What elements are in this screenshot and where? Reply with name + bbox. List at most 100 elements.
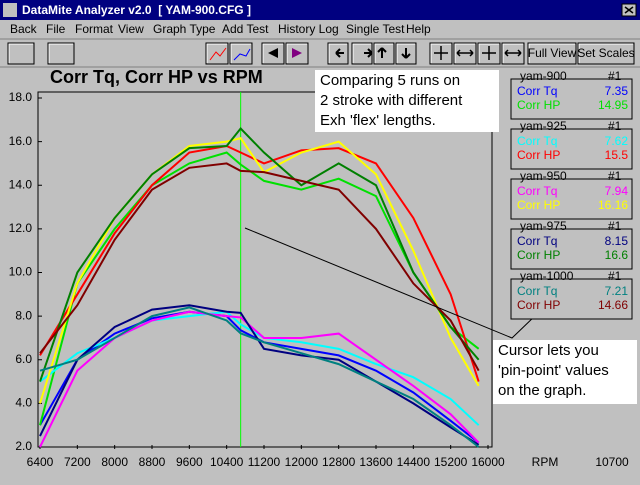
- x-tick-label: 13600: [359, 455, 393, 469]
- legend-value: 14.66: [598, 298, 628, 312]
- x-tick-label: 15200: [434, 455, 468, 469]
- menu-item[interactable]: Single Test: [346, 22, 405, 36]
- legend-value: 16.6: [605, 248, 629, 262]
- legend-label: Corr Tq: [517, 284, 557, 298]
- legend-value: 15.5: [605, 148, 629, 162]
- menu-item[interactable]: File: [46, 22, 66, 36]
- y-tick-label: 16.0: [9, 134, 33, 148]
- menu-item[interactable]: Format: [75, 22, 114, 36]
- legend-value: 7.94: [605, 184, 629, 198]
- arrow-icon: [268, 48, 278, 58]
- graph-button[interactable]: [229, 42, 253, 65]
- x-tick-label: 6400: [27, 455, 54, 469]
- menu-item[interactable]: Help: [406, 22, 431, 36]
- close-icon: [624, 6, 634, 14]
- annotation-text: Exh 'flex' lengths.: [320, 112, 436, 129]
- y-tick-label: 14.0: [9, 177, 33, 191]
- x-tick-label: 8000: [101, 455, 128, 469]
- button-bevel: [352, 43, 371, 63]
- y-tick-label: 4.0: [15, 396, 32, 410]
- legend-value: 7.62: [605, 134, 629, 148]
- x-tick-label: 16000: [471, 455, 505, 469]
- series-line: [39, 306, 480, 448]
- legend-value: 16.16: [598, 198, 628, 212]
- x-tick-label: 9600: [176, 455, 203, 469]
- legend-label: Corr HP: [517, 98, 560, 112]
- arrow-icon: [401, 48, 411, 59]
- legend-label: Corr HP: [517, 198, 560, 212]
- x-tick-label: 7200: [64, 455, 91, 469]
- button-bevel: [286, 43, 307, 63]
- menu-item[interactable]: Graph Type: [153, 22, 216, 36]
- button-label[interactable]: Full View: [528, 46, 577, 60]
- series-line: [39, 310, 480, 444]
- annotation-text: 2 stroke with different: [320, 92, 463, 109]
- legend-box: [510, 278, 633, 320]
- button-bevel: [528, 43, 575, 63]
- print-button[interactable]: [7, 42, 35, 65]
- legend-group-tag: #1: [608, 269, 622, 283]
- legend-label: Corr Tq: [517, 234, 557, 248]
- annotation-box: [493, 340, 637, 404]
- series-line: [39, 144, 480, 382]
- legend-group-name: yam-975: [520, 219, 567, 233]
- toolbar: Full View Set Scales: [7, 42, 635, 65]
- legend-group-tag: #1: [608, 69, 622, 83]
- button-bevel: [262, 43, 283, 63]
- full-view-button[interactable]: [527, 42, 577, 65]
- y-tick-label: 18.0: [9, 90, 33, 104]
- graph-icon: [233, 48, 251, 61]
- arrow-icon: [292, 48, 302, 58]
- x-tick-label: 10400: [210, 455, 244, 469]
- save-button[interactable]: [47, 42, 75, 65]
- button-bevel: [430, 43, 451, 63]
- button-bevel: [478, 43, 499, 63]
- title-bar: [0, 0, 640, 20]
- arrow-icon: [377, 47, 387, 58]
- legend-label: Corr HP: [517, 298, 560, 312]
- legend-label: Corr HP: [517, 248, 560, 262]
- series-line: [39, 304, 480, 446]
- button-bevel: [374, 43, 393, 63]
- legend-group-name: yam-950: [520, 169, 567, 183]
- chart-title: Corr Tq, Corr HP vs RPM: [50, 67, 263, 87]
- legend-label: Corr Tq: [517, 84, 557, 98]
- legend-value: 7.35: [605, 84, 629, 98]
- plot-frame: [37, 91, 493, 448]
- x-tick-label: 11200: [248, 455, 281, 469]
- button-bevel: [502, 43, 523, 63]
- y-tick-label: 8.0: [15, 308, 32, 322]
- annotation-text: on the graph.: [498, 382, 586, 399]
- legend-group-tag: #1: [608, 119, 622, 133]
- annotation-box: [315, 70, 499, 132]
- button-bevel: [454, 43, 475, 63]
- legend-value: 8.15: [605, 234, 629, 248]
- legend-box: [510, 228, 633, 270]
- x-tick-label: 12800: [322, 455, 356, 469]
- button-label[interactable]: Set Scales: [577, 46, 634, 60]
- arrow-icon: [335, 48, 344, 58]
- annotation-text: Comparing 5 runs on: [320, 72, 460, 89]
- button-bevel: [578, 43, 633, 63]
- legend-value: 14.95: [598, 98, 628, 112]
- menu-bar: Back File Format View Graph Type Add Test Hist…: [10, 22, 431, 36]
- graph-icon: [209, 47, 227, 61]
- menu-item[interactable]: History Log: [278, 22, 339, 36]
- series-line: [39, 162, 480, 372]
- zoom-icon: [434, 46, 448, 60]
- menu-item[interactable]: Add Test: [222, 22, 269, 36]
- legend-label: Corr Tq: [517, 134, 557, 148]
- menu-item[interactable]: View: [118, 22, 144, 36]
- annotation-text: Cursor lets you: [498, 342, 599, 359]
- series-line: [39, 127, 480, 382]
- arrow-icon: [364, 48, 373, 58]
- legend-box: [510, 178, 633, 220]
- legend-group-tag: #1: [608, 169, 622, 183]
- nav-button[interactable]: [373, 42, 395, 65]
- zoom-icon: [482, 46, 496, 60]
- legend-box: [510, 78, 633, 120]
- legend-group-name: yam-1000: [520, 269, 574, 283]
- menu-item[interactable]: Back: [10, 22, 38, 36]
- button-bevel: [230, 43, 251, 63]
- set-scales-button[interactable]: [577, 42, 635, 65]
